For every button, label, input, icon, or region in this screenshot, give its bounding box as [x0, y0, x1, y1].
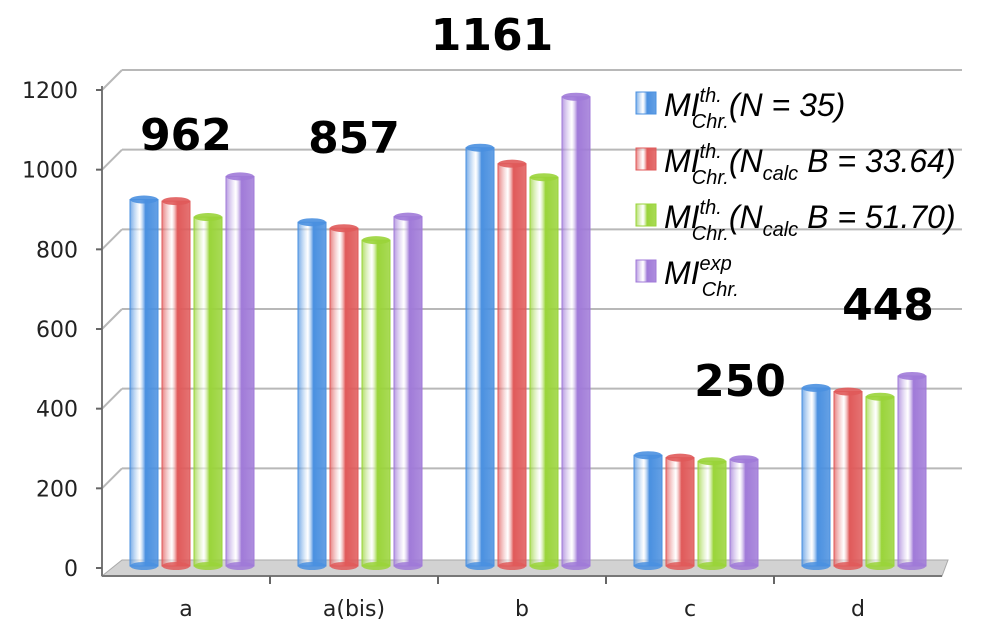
bar [561, 92, 591, 570]
bar [161, 197, 191, 570]
x-tick-label: d [851, 597, 865, 622]
gridline-diagonal [101, 228, 123, 251]
y-tick-label: 0 [64, 557, 78, 582]
y-tick-label: 600 [36, 318, 78, 343]
legend-swatch [635, 147, 657, 171]
bar [129, 195, 159, 570]
legend-swatch [635, 259, 657, 283]
legend-label: MIth. Chr.(Ncalc B = 33.64) [664, 141, 956, 189]
x-tick-label: a [179, 597, 192, 622]
gridline-diagonal [101, 467, 123, 490]
gridline-diagonal [101, 387, 123, 410]
x-tick-labels: a a(bis) b c d [179, 576, 865, 622]
gridline-diagonal [101, 148, 123, 171]
bar [225, 172, 255, 570]
bar [297, 218, 327, 570]
y-tick-label: 200 [36, 477, 78, 502]
bar [193, 213, 223, 570]
legend-swatch [635, 91, 657, 115]
bars [129, 92, 927, 570]
y-tick-label: 1000 [22, 159, 78, 184]
legend-label: MIth. Chr.(Ncalc B = 51.70) [664, 197, 956, 245]
legend-label: MIexp Chr. [664, 253, 739, 301]
legend-label: MIth. Chr.(N = 35) [664, 85, 845, 133]
gridline-diagonal [101, 308, 123, 330]
legend-item: MIth. Chr.(Ncalc B = 33.64) [635, 141, 956, 189]
annotation-label: 962 [140, 110, 232, 161]
bar [497, 159, 527, 570]
bar [393, 212, 423, 570]
x-tick-label: b [515, 597, 529, 622]
legend: MIth. Chr.(N = 35) MIth. Chr.(Ncalc B = 33.… [635, 85, 956, 301]
annotation-label: 448 [842, 280, 934, 331]
x-tick-label: a(bis) [323, 597, 385, 622]
gridline-diagonal [101, 69, 123, 91]
legend-swatch [635, 203, 657, 227]
bar [329, 224, 359, 570]
bar [801, 383, 831, 570]
bar [697, 457, 727, 570]
bar [729, 455, 759, 570]
legend-item: MIexp Chr. [635, 253, 739, 301]
y-tick-labels: 0 200 400 600 800 1000 1200 [22, 79, 102, 582]
y-tick-label: 800 [36, 238, 78, 263]
legend-item: MIth. Chr.(Ncalc B = 51.70) [635, 197, 956, 245]
bar [465, 143, 495, 570]
bar [833, 387, 863, 570]
annotation-label: 250 [694, 356, 786, 407]
bar [665, 453, 695, 570]
annotations: 962 857 1161 250 448 [140, 10, 934, 407]
bar [529, 173, 559, 570]
annotation-label: 857 [308, 113, 400, 164]
x-tick-label: c [684, 597, 696, 622]
bar [633, 451, 663, 570]
legend-item: MIth. Chr.(N = 35) [635, 85, 845, 133]
axes [101, 86, 942, 577]
y-tick-label: 1200 [22, 79, 78, 104]
bar [897, 371, 927, 570]
bar [361, 236, 391, 570]
annotation-label: 1161 [431, 10, 553, 61]
bar [865, 392, 895, 570]
y-tick-label: 400 [36, 398, 78, 423]
